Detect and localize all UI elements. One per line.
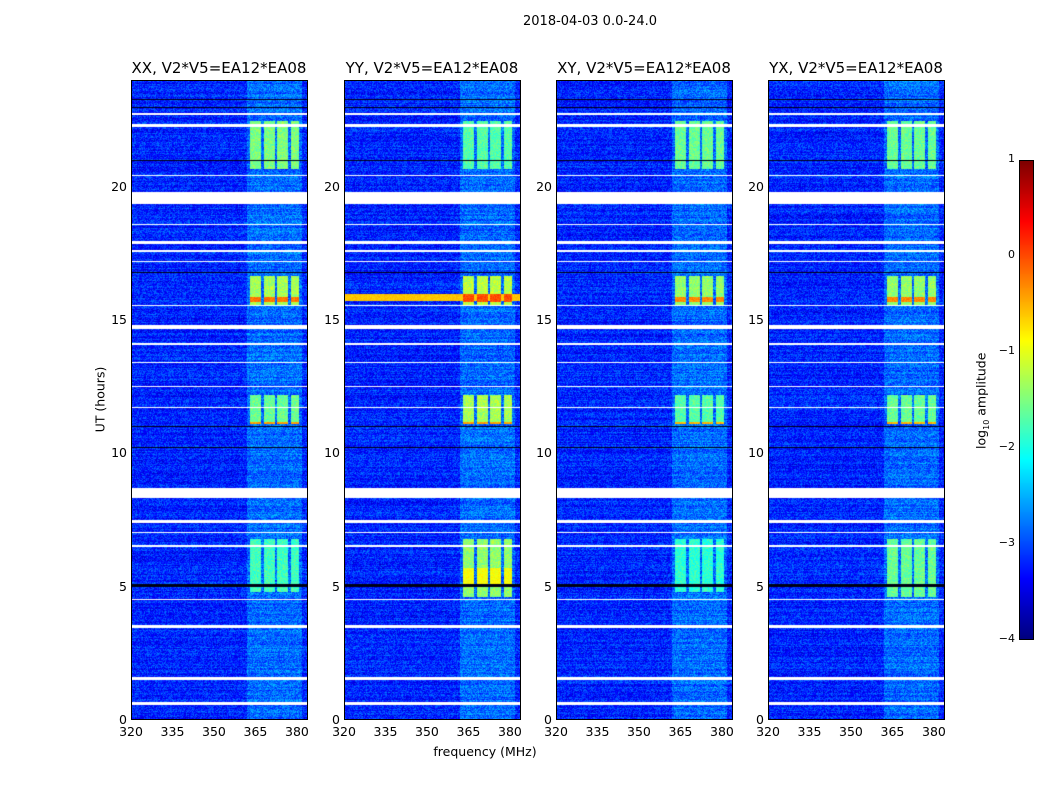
y-tick-label: 5 [544,578,552,594]
y-tick-label: 10 [111,445,127,461]
y-tick-label: 0 [544,712,552,727]
colorbar-tick-label: −3 [998,536,1015,549]
spectrogram-heatmap-0 [132,81,307,719]
x-tick-label: 320 [332,724,356,739]
y-tick-label: 15 [748,312,764,327]
x-axis-label: frequency (MHz) [433,744,537,759]
y-axis-label: UT (hours) [92,366,108,433]
x-tick-label: 365 [243,724,268,739]
y-tick-label: 10 [324,445,340,461]
spectrogram-panel-1 [344,80,521,720]
y-tick-label: 0 [332,712,340,727]
y-tick-label: 15 [111,312,127,327]
y-tick-label: 20 [111,178,127,194]
spectrogram-panel-0 [131,80,308,720]
panel-title-1: YY, V2*V5=EA12*EA08 [345,59,519,77]
colorbar-tick-label: 0 [1008,248,1015,261]
x-tick-label: 335 [373,724,398,739]
colorbar-gradient [1020,161,1033,639]
x-tick-label: 320 [544,724,568,739]
spectrogram-heatmap-2 [557,81,732,719]
y-tick-label: 20 [324,178,340,194]
x-tick-label: 380 [922,724,946,739]
figure-title: 2018-04-03 0.0-24.0 [523,14,657,29]
spectrogram-heatmap-1 [345,81,520,719]
y-tick-label: 15 [324,312,340,327]
y-tick-label: 10 [748,445,764,461]
panel-title-3: YX, V2*V5=EA12*EA08 [769,59,943,77]
y-tick-label: 15 [536,312,552,327]
y-tick-label: 10 [536,445,552,461]
x-tick-label: 365 [456,724,481,739]
y-tick-label: 5 [332,578,340,594]
y-tick-label: 5 [756,578,764,594]
colorbar-tick-label: −4 [998,632,1015,645]
y-tick-label: 0 [119,712,127,727]
spectrogram-heatmap-3 [769,81,944,719]
x-tick-label: 335 [160,724,185,739]
spectrogram-panel-3 [768,80,945,720]
colorbar-tick-label: 1 [1008,152,1015,165]
panel-title-2: XY, V2*V5=EA12*EA08 [557,59,731,77]
colorbar [1019,160,1034,640]
y-tick-label: 20 [536,178,552,194]
x-tick-label: 380 [498,724,522,739]
x-tick-label: 350 [202,724,226,739]
colorbar-label-rest: amplitude [973,352,989,420]
x-tick-label: 350 [415,724,439,739]
x-tick-label: 350 [839,724,863,739]
colorbar-tick-label: −1 [998,344,1015,357]
y-tick-label: 5 [119,578,127,594]
x-tick-label: 335 [797,724,822,739]
y-tick-label: 0 [756,712,764,727]
panel-title-0: XX, V2*V5=EA12*EA08 [131,59,307,77]
x-tick-label: 380 [285,724,309,739]
x-tick-label: 320 [756,724,780,739]
colorbar-tick-label: −2 [998,440,1015,453]
x-tick-label: 365 [668,724,693,739]
spectrogram-panel-2 [556,80,733,720]
x-tick-label: 380 [710,724,734,739]
x-tick-label: 335 [585,724,610,739]
colorbar-label-sub: 10 [981,419,991,430]
x-tick-label: 365 [880,724,905,739]
x-tick-label: 320 [119,724,143,739]
x-tick-label: 350 [627,724,651,739]
y-tick-label: 20 [748,178,764,194]
